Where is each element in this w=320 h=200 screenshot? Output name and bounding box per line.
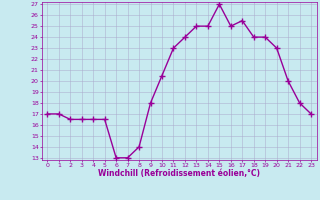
X-axis label: Windchill (Refroidissement éolien,°C): Windchill (Refroidissement éolien,°C) [98,169,260,178]
